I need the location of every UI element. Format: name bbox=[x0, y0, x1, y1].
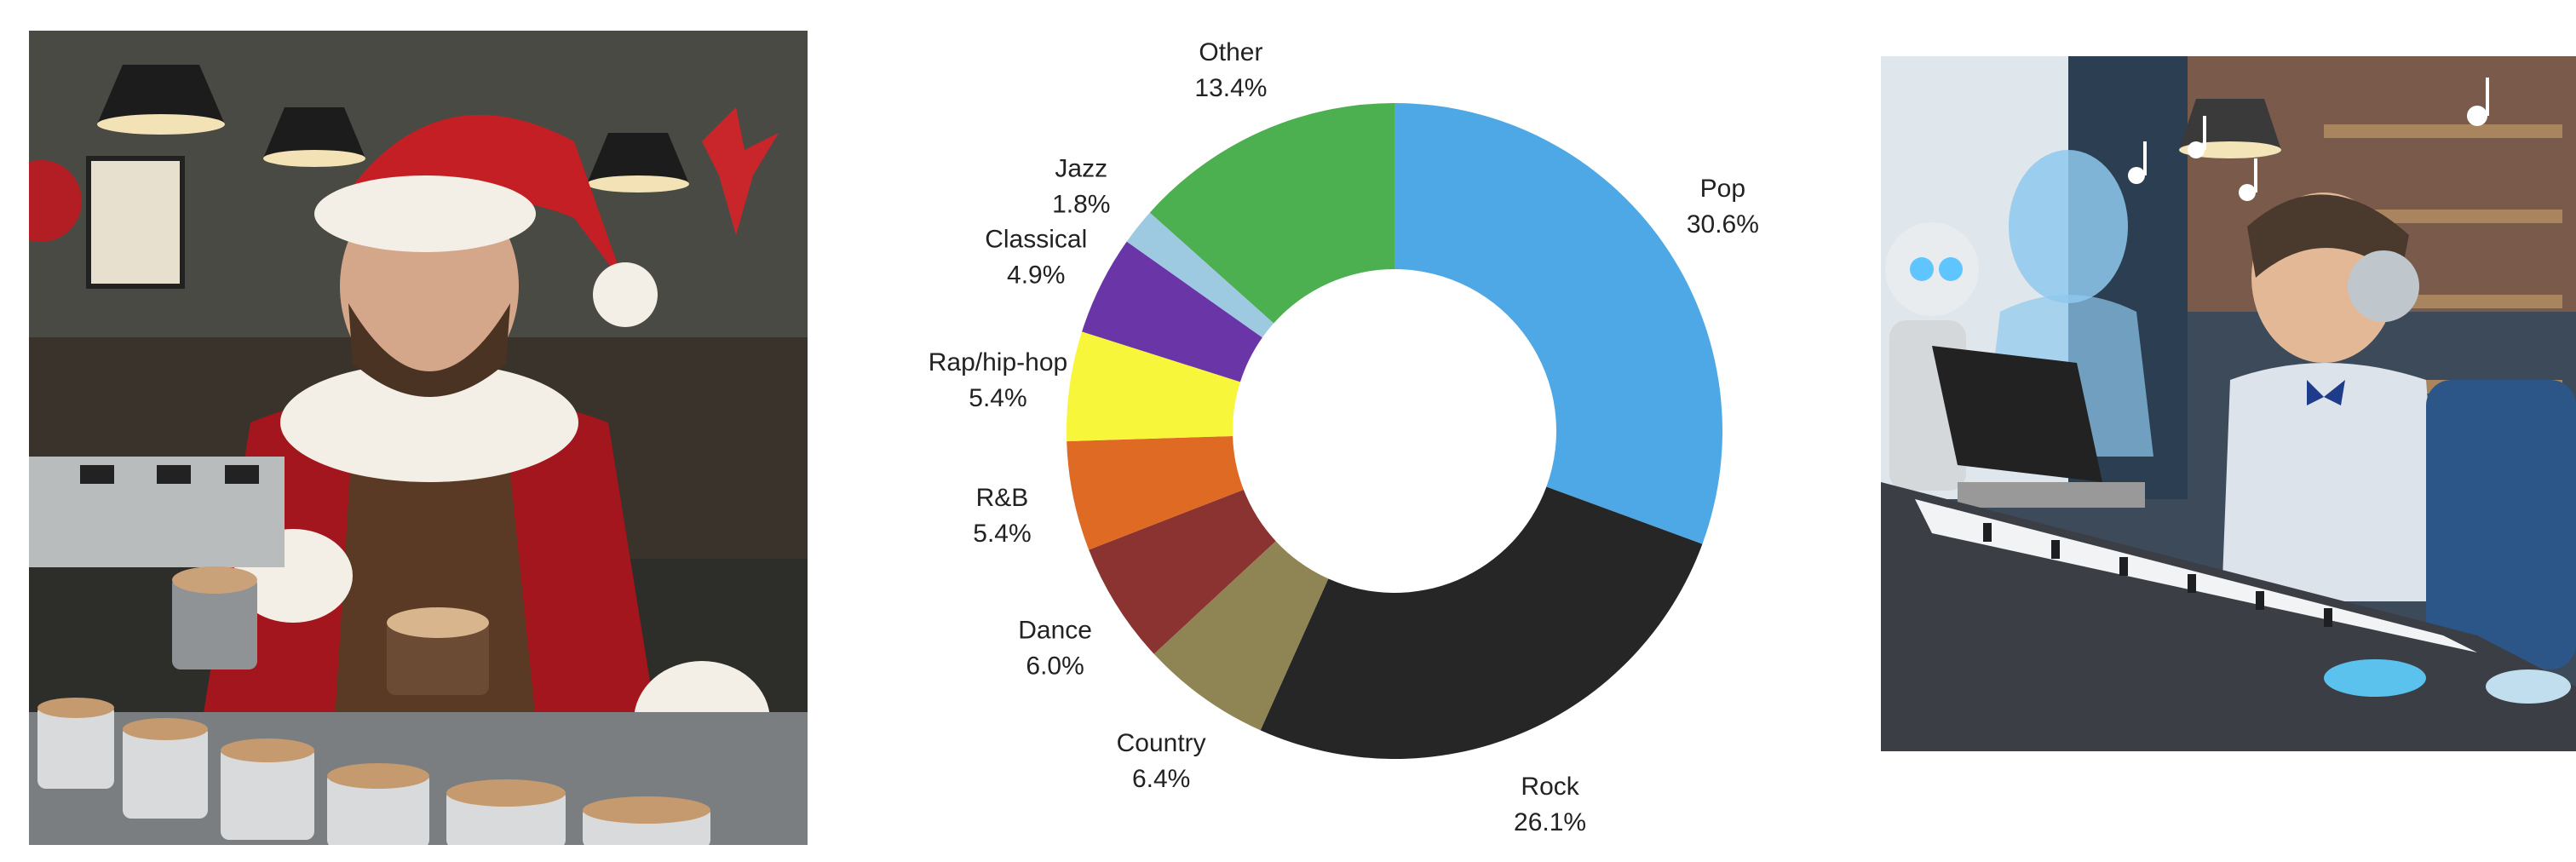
slice-other bbox=[1149, 103, 1394, 324]
slice-value-rap-hip-hop: 5.4% bbox=[969, 384, 1026, 412]
slice-label-rock: Rock bbox=[1521, 773, 1579, 801]
slice-r-b bbox=[1067, 435, 1244, 550]
slice-label-pop: Pop bbox=[1700, 175, 1745, 203]
slice-rock bbox=[1260, 486, 1703, 759]
slice-value-other: 13.4% bbox=[1194, 74, 1267, 102]
slice-label-jazz: Jazz bbox=[1055, 154, 1107, 182]
slice-label-dance: Dance bbox=[1018, 616, 1092, 644]
slice-rap-hip-hop bbox=[1067, 331, 1240, 442]
slice-value-jazz: 1.8% bbox=[1052, 190, 1110, 218]
slice-value-rock: 26.1% bbox=[1514, 808, 1586, 836]
slice-label-r-b: R&B bbox=[976, 484, 1029, 512]
slice-jazz bbox=[1126, 212, 1274, 338]
slice-label-classical: Classical bbox=[985, 226, 1087, 254]
slice-label-country: Country bbox=[1117, 729, 1206, 757]
slice-value-country: 6.4% bbox=[1132, 765, 1190, 793]
slice-value-classical: 4.9% bbox=[1007, 261, 1065, 290]
donut-chart-svg: Pop 30.6% Rock 26.1% Country 6.4% Dance 6.0% R&B… bbox=[929, 38, 1759, 836]
slice-dance bbox=[1089, 489, 1276, 654]
barista-santa-image bbox=[29, 31, 808, 845]
slice-pop bbox=[1394, 103, 1722, 544]
slice-classical bbox=[1082, 241, 1262, 382]
slice-label-rap-hip-hop: Rap/hip-hop bbox=[929, 348, 1067, 376]
slice-value-r-b: 5.4% bbox=[973, 520, 1031, 548]
slice-value-dance: 6.0% bbox=[1026, 652, 1084, 680]
music-genre-donut-chart: Pop 30.6% Rock 26.1% Country 6.4% Dance 6.0% R&B… bbox=[818, 0, 1874, 862]
slice-value-pop: 30.6% bbox=[1687, 210, 1759, 238]
slice-label-other: Other bbox=[1199, 38, 1262, 66]
slice-country bbox=[1153, 541, 1329, 731]
boy-keyboard-ai-image bbox=[1881, 56, 2576, 751]
